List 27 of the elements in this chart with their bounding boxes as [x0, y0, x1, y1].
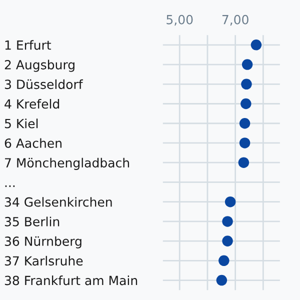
point: [242, 59, 253, 70]
point: [240, 98, 252, 110]
y-tick-label: 5 Kiel: [4, 118, 38, 128]
y-tick-label: 38 Frankfurt am Main: [4, 276, 138, 286]
y-tick-label: ...: [5, 185, 15, 187]
y-tick-label: 4 Krefeld: [4, 99, 60, 109]
y-tick-label: 36 Nürnberg: [4, 236, 82, 248]
y-tick-label: 1 Erfurt: [5, 40, 52, 50]
point: [222, 216, 233, 227]
point: [241, 78, 252, 90]
y-tick-label: 3 Düsseldorf: [4, 79, 84, 90]
point: [250, 40, 262, 50]
y-tick-label: 35 Berlin: [4, 216, 60, 226]
x-tick-label: 5,00: [166, 14, 193, 26]
point: [238, 157, 250, 168]
y-tick-label: 7 Mönchengladbach: [5, 158, 130, 170]
point: [222, 236, 233, 246]
y-tick-label: 6 Aachen: [4, 138, 62, 148]
y-tick-label: 34 Gelsenkirchen: [4, 197, 112, 207]
y-tick-label: 37 Karlsruhe: [4, 256, 83, 266]
point: [239, 138, 250, 148]
x-tick-label: 7,00: [222, 14, 248, 26]
y-tick-label: 2 Augsburg: [4, 60, 74, 72]
point: [224, 196, 236, 208]
point: [239, 118, 250, 129]
point: [216, 274, 228, 286]
point: [218, 255, 230, 266]
